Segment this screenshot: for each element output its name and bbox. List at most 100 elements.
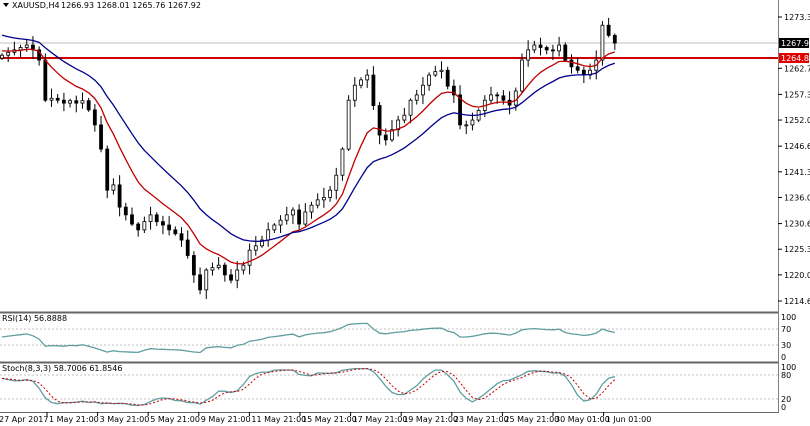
candle [526,40,531,67]
candle [464,120,469,135]
bear-candle-body [37,49,42,61]
candle [148,206,153,230]
bear-candle-body [297,209,302,225]
bear-candle-body [563,44,568,61]
bull-candle-body [464,124,469,127]
candle [557,36,561,57]
candle [136,222,141,237]
bear-candle-body [154,214,159,223]
bull-candle-body [352,84,357,101]
candle [266,222,271,247]
bear-candle-body [136,223,141,231]
candle [520,53,524,93]
axes: 1273.30 1262.70 1257.30 1252.00 1246.60 1241.… [0,13,810,424]
indicator-tick-label: 30 [781,341,791,350]
indicator-tick-label: 80 [781,371,791,380]
candle [111,178,116,195]
candle [142,216,147,234]
candle [167,216,172,236]
candle [402,107,407,124]
bull-candle-body [68,100,72,104]
price-tick-label: 1262.70 [784,64,810,73]
candle [563,42,568,62]
candle [123,202,128,221]
candle [606,17,611,38]
candle [210,262,215,276]
candle [489,86,493,104]
dropdown-triangle-icon[interactable] [3,3,9,7]
bear-candle-body [612,34,617,44]
bear-candle-body [371,74,376,106]
bull-candle-body [340,148,345,176]
candle [216,257,221,270]
candle [272,223,277,234]
candle [309,201,314,219]
bear-candle-body [544,47,549,51]
candle [569,54,574,74]
bull-candle-body [359,79,363,86]
time-tick-label: 15 May 21:00 [302,415,357,424]
candle [445,66,450,90]
time-tick-label: 9 May 21:00 [201,415,251,424]
bull-candle-body [303,211,308,225]
bull-candle-body [216,264,221,269]
hline-price-label: 1264.82 [781,54,810,63]
candle [544,45,549,55]
price-tick-label: 1236.00 [784,193,810,202]
candle [315,193,320,209]
candle [575,57,580,74]
rsi-panel[interactable] [0,322,778,354]
candle [297,204,302,230]
candle [68,98,72,108]
candle [86,97,91,112]
bull-candle-body [489,94,493,101]
bull-candle-body [390,129,394,141]
candle [371,66,376,110]
candle [154,212,159,226]
current-price-label: 1267.92 [781,39,810,48]
indicator-tick-label: 100 [781,363,796,372]
bear-candle-body [86,100,91,111]
bull-candle-body [427,74,432,86]
bull-candle-body [241,264,246,271]
bull-candle-body [260,239,264,247]
bear-candle-body [551,49,555,52]
price-panel[interactable] [0,17,778,300]
bull-candle-body [532,44,537,51]
bear-candle-body [62,99,66,104]
indicator-tick-label: 100 [781,313,796,322]
price-tick-label: 1241.30 [784,168,810,177]
stoch-panel[interactable] [0,367,778,407]
candle [0,53,4,61]
bull-candle-body [284,214,289,221]
bear-candle-body [229,274,233,281]
hline-price-box [779,53,809,63]
candle [253,236,258,256]
candle [235,261,240,289]
candle [303,203,308,226]
rsi-label: RSI(14) 56.8888 [2,314,67,323]
bull-candle-body [421,84,425,96]
candle [532,40,537,54]
bull-candle-body [346,99,351,150]
bull-candle-body [600,24,605,61]
bull-candle-body [513,90,518,106]
candle [49,88,54,107]
bull-candle-body [111,184,116,191]
candle [191,251,196,283]
bear-candle-body [105,148,110,191]
candle [421,77,425,105]
price-tick-label: 1225.30 [784,245,810,254]
time-tick-label: 23 May 21:00 [454,415,509,424]
bull-candle-body [334,174,339,191]
rsi-line [1,322,615,354]
current-price-box [779,38,809,48]
bull-candle-body [402,114,407,121]
candle [6,47,11,62]
time-tick-label: 19 May 21:00 [403,415,458,424]
bull-candle-body [278,219,283,226]
time-tick-label: 11 May 21:00 [251,415,306,424]
bear-candle-body [191,255,196,276]
candle [222,262,227,282]
